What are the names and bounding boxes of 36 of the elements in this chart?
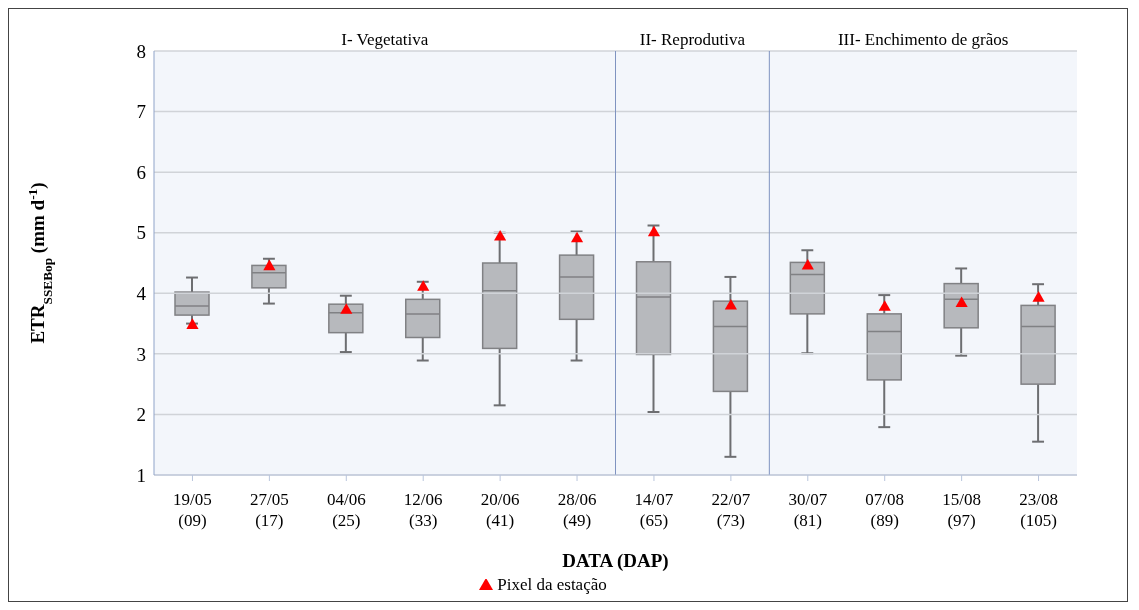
x-tick-label: 04/06 (25) <box>326 489 366 530</box>
point <box>340 303 353 314</box>
band-label: III- Enchimento de grãos <box>837 30 1009 49</box>
band-label: I- Vegetativa <box>341 30 429 49</box>
y-tick-label: 4 <box>136 283 147 305</box>
x-axis-title: DATA (DAP) <box>562 550 669 572</box>
x-tick-label: 28/06 (49) <box>557 489 597 530</box>
point <box>186 318 199 329</box>
y-tick-label: 7 <box>136 101 146 123</box>
x-tick-label: 15/08 (97) <box>942 489 981 530</box>
x-tick-label: 22/07 (73) <box>711 489 751 530</box>
x-tick-label: 23/08 (105) <box>1019 489 1058 530</box>
x-tick-label: 19/05 (09) <box>173 489 212 530</box>
y-tick-label: 2 <box>136 404 146 426</box>
point <box>647 225 661 237</box>
x-tick-label: 27/05 (17) <box>250 489 289 530</box>
point <box>1032 291 1045 302</box>
point <box>570 231 584 243</box>
point <box>263 259 276 271</box>
x-tick-label: 20/06 (41) <box>480 489 520 530</box>
y-tick-label: 1 <box>136 464 146 486</box>
point <box>878 300 891 311</box>
legend-label: Pixel da estação <box>497 575 607 594</box>
point <box>417 280 430 291</box>
x-tick-label: 12/06 (33) <box>403 489 443 530</box>
point <box>724 298 737 310</box>
point <box>494 229 507 241</box>
x-tick-label: 14/07 (65) <box>634 489 674 530</box>
point <box>801 259 814 270</box>
x-tick-label: 07/08 (89) <box>865 489 905 530</box>
x-tick-label: 30/07 (81) <box>788 489 828 530</box>
y-tick-label: 5 <box>136 222 146 244</box>
band-label: II- Reprodutiva <box>639 30 746 49</box>
y-tick-label: 6 <box>136 161 146 183</box>
y-tick-label: 8 <box>136 40 146 62</box>
y-tick-label: 3 <box>136 343 146 365</box>
